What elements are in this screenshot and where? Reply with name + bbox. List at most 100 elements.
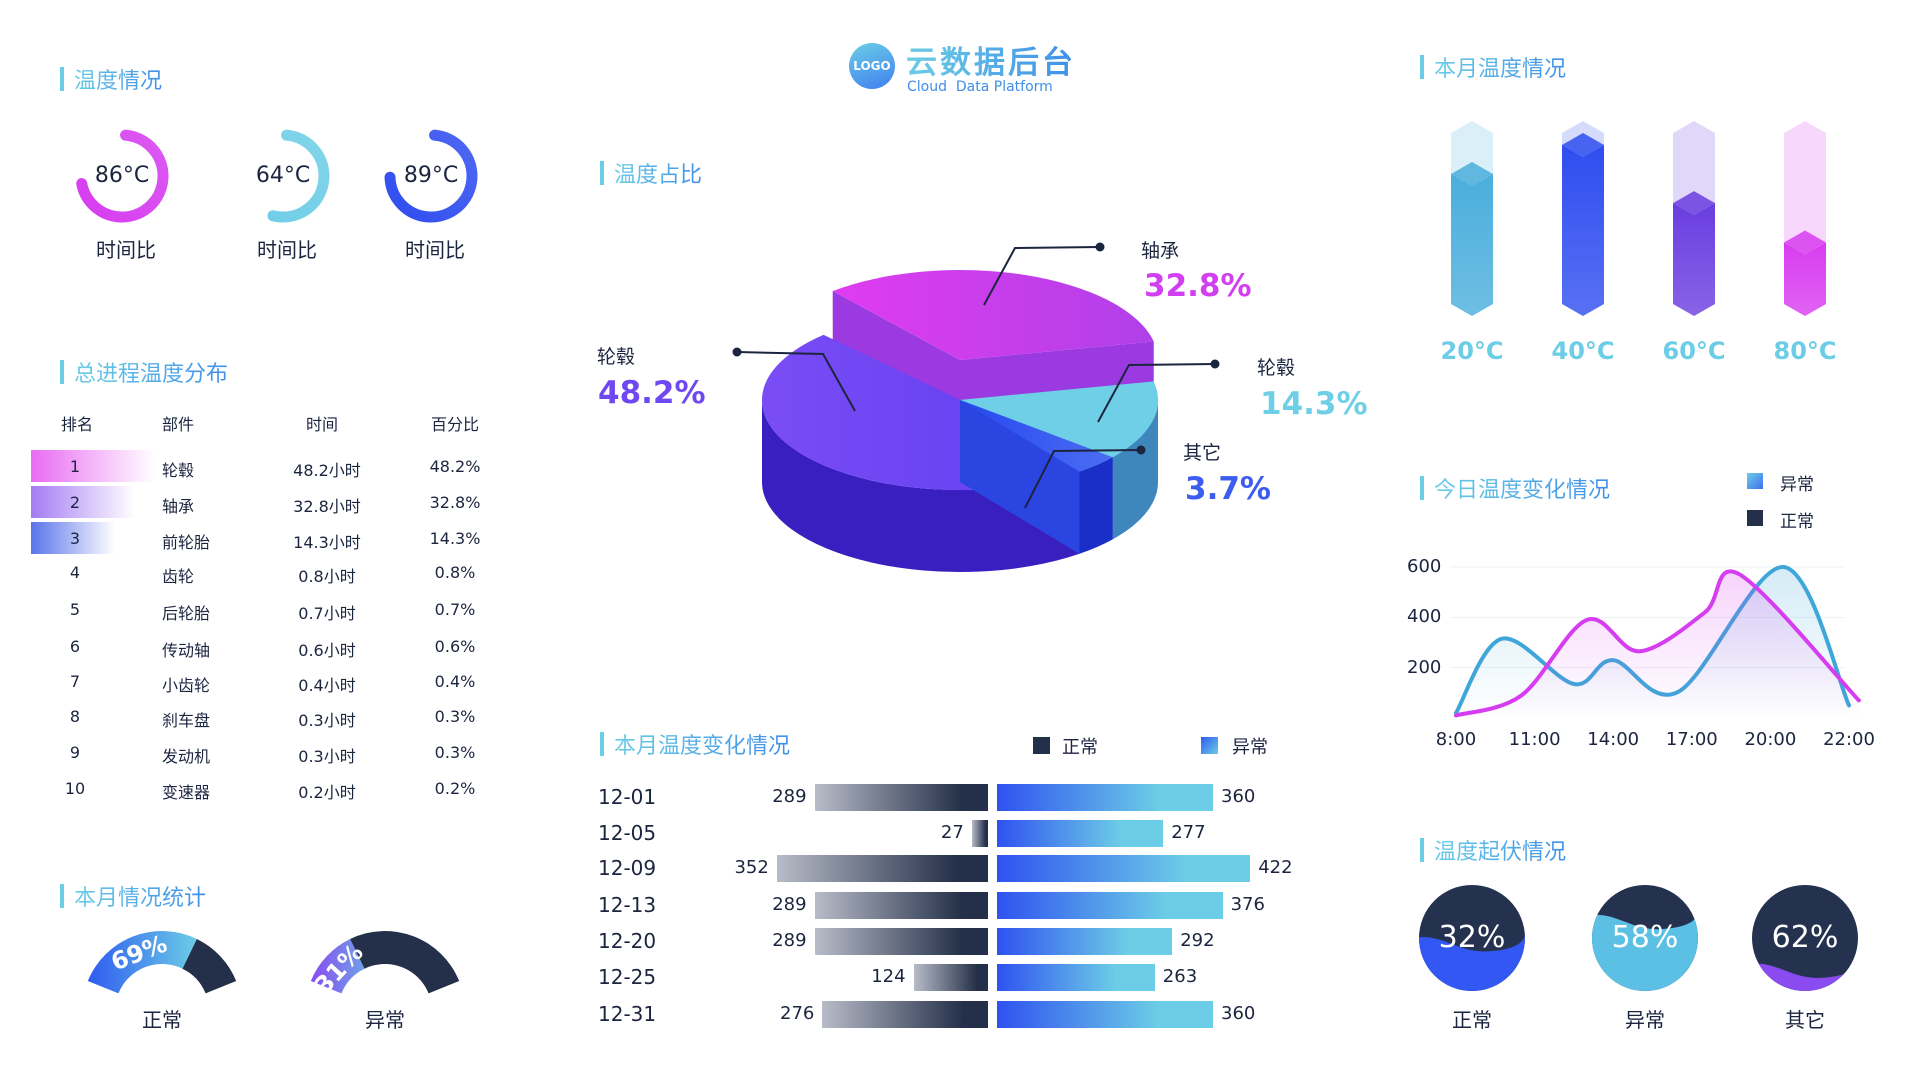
time-cell: 0.7小时 [298,604,356,623]
x-tick-label: 8:00 [1435,729,1477,750]
col-header-rank: 排名 [60,415,94,434]
column-fill [1562,144,1604,316]
abnormal-bar [997,820,1164,847]
series-line [1454,569,1861,718]
rank-highlight [31,522,115,554]
time-cell: 0.3小时 [298,747,356,766]
pie-label: 其它 [1183,442,1222,464]
fluctuation-title: 温度起伏情况 [1420,834,1566,866]
pct-cell: 48.2% [429,457,481,476]
logo: LOGO [849,43,895,89]
pie-value: 14.3% [1260,386,1368,422]
x-tick-label: 20:00 [1744,729,1797,750]
gauge-label: 异常 [365,1008,405,1032]
col-header-time: 时间 [305,415,339,434]
part-cell: 刹车盘 [162,711,211,730]
liquid-label: 正常 [1452,1008,1492,1032]
abnormal-bar [997,964,1155,991]
series-area [1456,571,1859,718]
table-row: 5 后轮胎 0.7小时 0.7% [0,593,520,625]
column-label: 60°C [1662,337,1726,365]
abnormal-bar [997,928,1173,955]
normal-value: 352 [734,857,769,878]
col-header-pct: 百分比 [430,415,480,434]
leader-dot [1095,242,1105,252]
app-subtitle: Cloud Data Platform [907,79,1053,95]
rank-cell: 5 [69,600,81,619]
time-cell: 0.3小时 [298,711,356,730]
abnormal-value: 360 [1221,786,1256,807]
liquid-fill [1592,911,1698,991]
rank-cell: 6 [69,637,81,656]
part-cell: 变速器 [162,783,211,802]
normal-bar [822,1001,988,1028]
legend-normal-label: 正常 [1062,737,1098,758]
pct-cell: 0.6% [434,637,476,656]
liquid-label: 异常 [1625,1008,1665,1032]
date-label: 12-20 [598,929,657,953]
part-cell: 齿轮 [162,567,195,586]
today-change-title: 今日温度变化情况 [1420,472,1610,504]
app-title: 云数据后台 [906,37,1076,82]
pie-value: 48.2% [598,375,706,411]
ring-value: 64°C [255,163,311,188]
date-label: 12-09 [598,856,657,880]
time-cell: 0.6小时 [298,641,356,660]
normal-value: 124 [871,966,906,987]
pie-value: 3.7% [1185,471,1271,507]
abnormal-bar [997,892,1223,919]
pct-cell: 32.8% [429,493,481,512]
ring-label: 时间比 [257,238,317,262]
normal-value: 27 [940,822,964,843]
x-tick-label: 17:00 [1665,729,1718,750]
liquid-value: 58% [1611,920,1679,955]
leader-line [983,246,1101,306]
column-cap [1673,191,1715,216]
column-cap [1784,230,1826,255]
date-label: 12-01 [598,785,657,809]
abnormal-value: 422 [1258,857,1293,878]
x-tick-label: 11:00 [1508,729,1561,750]
y-tick-label: 600 [1407,556,1442,577]
legend-abnormal-swatch [1747,473,1763,489]
column-cap [1562,132,1604,157]
table-row: 4 齿轮 0.8小时 0.8% [0,556,520,588]
table-row: 3 前轮胎 14.3小时 14.3% [0,522,520,554]
column-label: 40°C [1551,337,1615,365]
col-header-part: 部件 [161,415,195,434]
column-label: 80°C [1773,337,1837,365]
liquid-label: 其它 [1785,1008,1825,1032]
temp-status-title: 温度情况 [60,63,162,95]
y-tick-label: 400 [1407,606,1442,628]
normal-bar [971,820,988,847]
column-cap [1451,162,1493,187]
abnormal-bar [997,1001,1213,1028]
normal-bar [814,928,988,955]
y-tick-label: 200 [1407,656,1442,678]
pie-title: 温度占比 [600,157,702,189]
part-cell: 小齿轮 [162,676,211,695]
time-cell: 32.8小时 [293,497,361,516]
rank-cell: 8 [69,707,81,726]
part-cell: 前轮胎 [162,533,211,552]
part-cell: 轮毂 [162,461,195,480]
date-label: 12-31 [598,1002,657,1026]
part-cell: 轴承 [162,497,195,516]
x-tick-label: 22:00 [1823,729,1875,750]
rank-cell: 2 [69,493,81,512]
rank-cell: 3 [69,529,81,548]
ring-label: 时间比 [96,238,156,262]
ring-arc [384,129,478,223]
month-stats-title: 本月情况统计 [60,880,206,912]
pct-cell: 0.8% [434,563,476,582]
legend-abnormal-label: 异常 [1232,737,1268,758]
table-row: 6 传动轴 0.6小时 0.6% [0,630,520,662]
ring-arc [75,129,169,223]
date-label: 12-05 [598,821,657,845]
normal-value: 289 [772,786,807,807]
column-fill [1673,203,1715,316]
